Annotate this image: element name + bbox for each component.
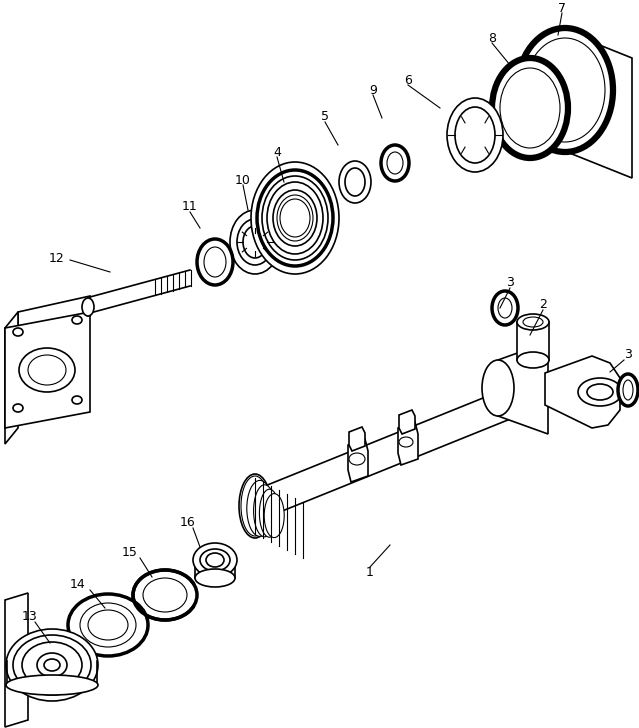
Ellipse shape	[13, 404, 23, 412]
Text: 3: 3	[624, 349, 632, 362]
Ellipse shape	[197, 239, 233, 285]
Ellipse shape	[200, 549, 230, 571]
Ellipse shape	[254, 485, 275, 537]
Ellipse shape	[447, 98, 503, 172]
Ellipse shape	[482, 360, 514, 416]
Ellipse shape	[262, 176, 328, 260]
Ellipse shape	[273, 190, 317, 246]
Polygon shape	[349, 427, 365, 451]
Ellipse shape	[195, 569, 235, 587]
Ellipse shape	[28, 355, 66, 385]
Polygon shape	[517, 322, 549, 360]
Text: 13: 13	[22, 611, 38, 623]
Polygon shape	[399, 410, 415, 434]
Text: 6: 6	[404, 74, 412, 87]
Ellipse shape	[13, 328, 23, 336]
Text: 14: 14	[70, 579, 86, 591]
Ellipse shape	[492, 291, 518, 325]
Ellipse shape	[19, 348, 75, 392]
Ellipse shape	[399, 437, 413, 447]
Polygon shape	[545, 356, 620, 428]
Ellipse shape	[517, 352, 549, 368]
Ellipse shape	[204, 247, 226, 277]
Polygon shape	[348, 439, 368, 482]
Text: 3: 3	[506, 277, 514, 290]
Ellipse shape	[68, 594, 148, 656]
Ellipse shape	[82, 298, 94, 316]
Ellipse shape	[241, 476, 269, 536]
Ellipse shape	[455, 107, 495, 163]
Ellipse shape	[339, 161, 371, 203]
Text: 15: 15	[122, 547, 138, 560]
Ellipse shape	[143, 578, 187, 612]
Ellipse shape	[264, 494, 284, 537]
Ellipse shape	[6, 629, 98, 701]
Polygon shape	[18, 296, 90, 332]
Text: 7: 7	[558, 1, 566, 15]
Ellipse shape	[230, 210, 280, 274]
Polygon shape	[5, 312, 18, 444]
Polygon shape	[498, 342, 548, 434]
Ellipse shape	[578, 378, 622, 406]
Ellipse shape	[349, 453, 365, 465]
Ellipse shape	[247, 480, 273, 537]
Ellipse shape	[525, 38, 605, 142]
Text: 9: 9	[369, 84, 377, 97]
Text: 5: 5	[321, 111, 329, 124]
Ellipse shape	[517, 314, 549, 330]
Ellipse shape	[387, 152, 403, 174]
Text: 16: 16	[180, 516, 196, 529]
Text: 2: 2	[539, 298, 547, 312]
Ellipse shape	[345, 168, 365, 196]
Ellipse shape	[618, 374, 638, 406]
Polygon shape	[557, 28, 632, 178]
Ellipse shape	[517, 28, 613, 152]
Polygon shape	[5, 312, 90, 428]
Ellipse shape	[587, 384, 613, 400]
Ellipse shape	[259, 489, 279, 537]
Ellipse shape	[193, 543, 237, 577]
Ellipse shape	[243, 226, 267, 258]
Polygon shape	[398, 422, 418, 465]
Text: 11: 11	[182, 200, 198, 213]
Ellipse shape	[72, 316, 82, 324]
Ellipse shape	[80, 603, 136, 647]
Ellipse shape	[257, 170, 333, 266]
Polygon shape	[195, 555, 235, 578]
Text: 1: 1	[366, 566, 374, 579]
Ellipse shape	[206, 553, 224, 567]
Ellipse shape	[239, 474, 271, 538]
Ellipse shape	[498, 298, 512, 318]
Ellipse shape	[267, 182, 323, 254]
Ellipse shape	[133, 570, 197, 620]
Ellipse shape	[44, 659, 60, 671]
Ellipse shape	[251, 162, 339, 274]
Ellipse shape	[381, 145, 409, 181]
Polygon shape	[5, 593, 28, 727]
Ellipse shape	[37, 653, 67, 677]
Ellipse shape	[500, 68, 560, 148]
Text: 12: 12	[49, 251, 65, 264]
Ellipse shape	[237, 219, 273, 265]
Ellipse shape	[492, 58, 568, 158]
Ellipse shape	[6, 675, 98, 695]
Ellipse shape	[72, 396, 82, 404]
Ellipse shape	[623, 380, 633, 400]
Ellipse shape	[523, 317, 543, 327]
Text: 4: 4	[273, 146, 281, 159]
Ellipse shape	[88, 610, 128, 640]
Ellipse shape	[13, 635, 91, 695]
Text: 10: 10	[235, 173, 251, 186]
Text: 8: 8	[488, 31, 496, 44]
Ellipse shape	[22, 642, 82, 688]
